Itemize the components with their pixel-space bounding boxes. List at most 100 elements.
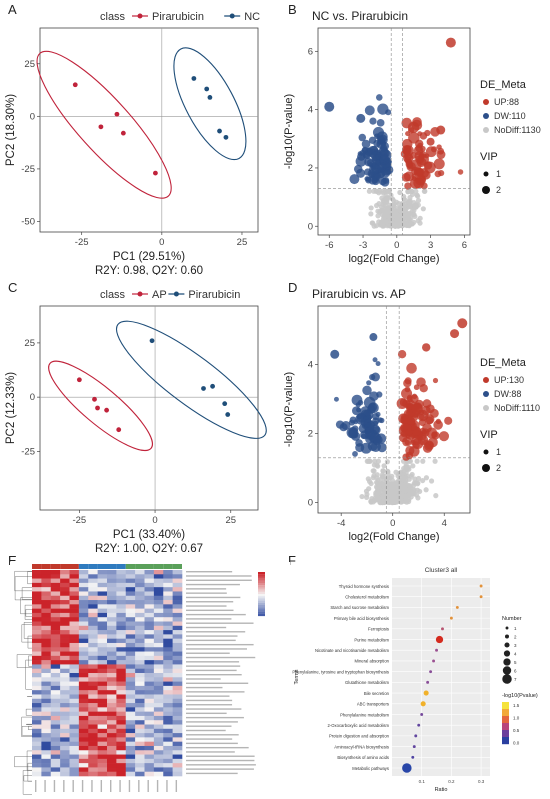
heatmap-cell — [172, 578, 183, 584]
heatmap-cell — [60, 673, 70, 678]
heatmap-cell — [144, 745, 155, 751]
column-label-placeholder — [44, 780, 46, 792]
heatmap-cell — [60, 578, 70, 584]
heatmap-cell — [69, 638, 80, 644]
heatmap-cell — [60, 724, 70, 730]
heatmap-cell — [116, 630, 127, 635]
heatmap-cell — [50, 767, 61, 773]
up-point — [445, 37, 456, 48]
term-point — [429, 670, 433, 674]
heatmap-cell — [50, 625, 61, 631]
nodiff-point — [406, 492, 412, 498]
heatmap-cell — [32, 625, 42, 631]
heatmap-cell — [135, 591, 145, 597]
heatmap-cell — [88, 750, 98, 755]
nodiff-point — [385, 471, 391, 477]
heatmap-cell — [153, 728, 164, 734]
panel-label-a: A — [8, 2, 17, 17]
color-key-swatch — [258, 580, 265, 584]
heatmap-cell — [88, 664, 98, 670]
heatmap-cell — [50, 600, 61, 605]
y-tick-label: 2 — [308, 163, 313, 174]
heatmap-cell — [88, 758, 98, 764]
heatmap-cell — [116, 754, 127, 760]
nodiff-point — [375, 213, 381, 219]
heatmap-cell — [144, 642, 155, 648]
heatmap-cell — [144, 750, 155, 755]
row-dendrogram-branch — [25, 659, 32, 690]
heatmap-cell — [78, 754, 89, 760]
color-key-swatch — [258, 613, 265, 617]
heatmap-cell — [125, 763, 136, 768]
heatmap-cell — [32, 741, 42, 747]
heatmap-cell — [69, 707, 80, 712]
heatmap-cell — [69, 578, 80, 584]
heatmap-cell — [69, 651, 80, 657]
heatmap-cell — [41, 634, 52, 639]
heatmap-cell — [60, 698, 70, 704]
data-point — [225, 412, 231, 417]
heatmap-cell — [32, 711, 42, 717]
heatmap-cell — [69, 630, 80, 635]
plot-frame — [39, 27, 259, 233]
legend-key — [483, 405, 489, 411]
y-axis-label: PC2 (18.30%) — [5, 94, 17, 166]
heatmap-cell — [32, 690, 42, 695]
heatmap-cell — [78, 771, 89, 777]
legend-key — [483, 391, 489, 397]
heatmap-cell — [41, 604, 52, 609]
heatmap-cell — [135, 724, 145, 730]
heatmap-cell — [78, 630, 89, 635]
heatmap-cell — [125, 647, 136, 652]
sample-group-bar — [125, 564, 136, 569]
heatmap-cell — [78, 690, 89, 695]
row-label-placeholder — [186, 588, 227, 590]
heatmap-cell — [78, 595, 89, 601]
heatmap-cell — [107, 668, 117, 674]
heatmap-cell — [116, 694, 127, 700]
heatmap-cell — [153, 617, 164, 622]
row-label-placeholder — [186, 721, 238, 723]
heatmap-cell — [50, 570, 61, 575]
heatmap-cell — [78, 612, 89, 618]
heatmap-cell — [41, 664, 52, 670]
heatmap-cell — [41, 758, 52, 764]
up-point — [444, 416, 453, 425]
heatmap-cell — [153, 595, 164, 601]
vip-legend-key — [483, 171, 489, 177]
up-point — [450, 329, 460, 339]
heatmap-cell — [69, 758, 80, 764]
heatmap-cell — [172, 763, 183, 768]
heatmap-cell — [50, 655, 61, 661]
heatmap-cell — [60, 750, 70, 755]
heatmap-cell — [153, 681, 164, 687]
data-point — [153, 170, 158, 176]
heatmap-cell — [50, 694, 61, 700]
color-legend-swatch — [502, 723, 509, 731]
heatmap-cell — [78, 578, 89, 584]
heatmap-cell — [78, 707, 89, 712]
heatmap-cell — [144, 578, 155, 584]
size-legend-label: 6 — [514, 669, 517, 674]
legend-key — [483, 113, 489, 119]
heatmap-cell — [88, 698, 98, 704]
heatmap-cell — [153, 638, 164, 644]
vip-legend-label: 1 — [496, 169, 501, 179]
heatmap-cell — [107, 677, 117, 682]
heatmap-cell — [69, 728, 80, 734]
heatmap-cell — [88, 694, 98, 700]
heatmap-cell — [32, 750, 42, 755]
nodiff-point — [405, 188, 411, 195]
nodiff-point — [387, 497, 393, 503]
column-label-placeholder — [81, 780, 84, 792]
heatmap-cell — [153, 694, 164, 700]
heatmap-cell — [107, 758, 117, 764]
heatmap-cell — [116, 707, 127, 712]
heatmap-cell — [144, 694, 155, 700]
heatmap-cell — [125, 600, 136, 605]
nodiff-point — [368, 211, 374, 217]
heatmap-cell — [144, 630, 155, 635]
heatmap-cell — [116, 621, 127, 627]
heatmap-cell — [153, 608, 164, 614]
heatmap-cell — [50, 642, 61, 648]
